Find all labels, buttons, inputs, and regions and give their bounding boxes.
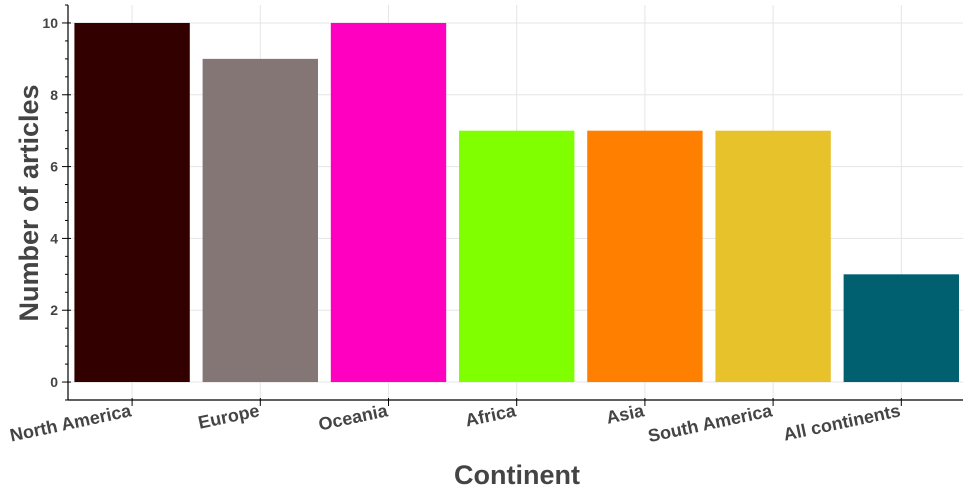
bar bbox=[330, 22, 447, 383]
x-axis-title: Continent bbox=[454, 460, 580, 490]
y-tick-label: 2 bbox=[50, 302, 58, 318]
y-tick-label: 4 bbox=[50, 230, 58, 246]
x-tick-label: Africa bbox=[463, 400, 518, 430]
x-tick-label: Oceania bbox=[317, 400, 391, 434]
bar bbox=[715, 130, 831, 383]
bar bbox=[202, 58, 318, 383]
x-tick-label: Europe bbox=[196, 400, 261, 432]
y-axis-title: Number of articles bbox=[14, 84, 44, 321]
bar bbox=[587, 130, 703, 383]
bars bbox=[74, 22, 959, 383]
y-tick-label: 10 bbox=[42, 15, 58, 31]
bar bbox=[459, 130, 575, 383]
y-tick-label: 6 bbox=[50, 159, 58, 175]
x-tick-label: North America bbox=[8, 400, 134, 445]
x-tick-label: All continents bbox=[782, 400, 903, 444]
x-tick-label: Asia bbox=[604, 400, 646, 428]
y-tick-label: 0 bbox=[50, 374, 58, 390]
y-tick-label: 8 bbox=[50, 87, 58, 103]
bar bbox=[843, 274, 959, 383]
x-tick-label: South America bbox=[646, 400, 775, 446]
bar bbox=[74, 22, 190, 383]
